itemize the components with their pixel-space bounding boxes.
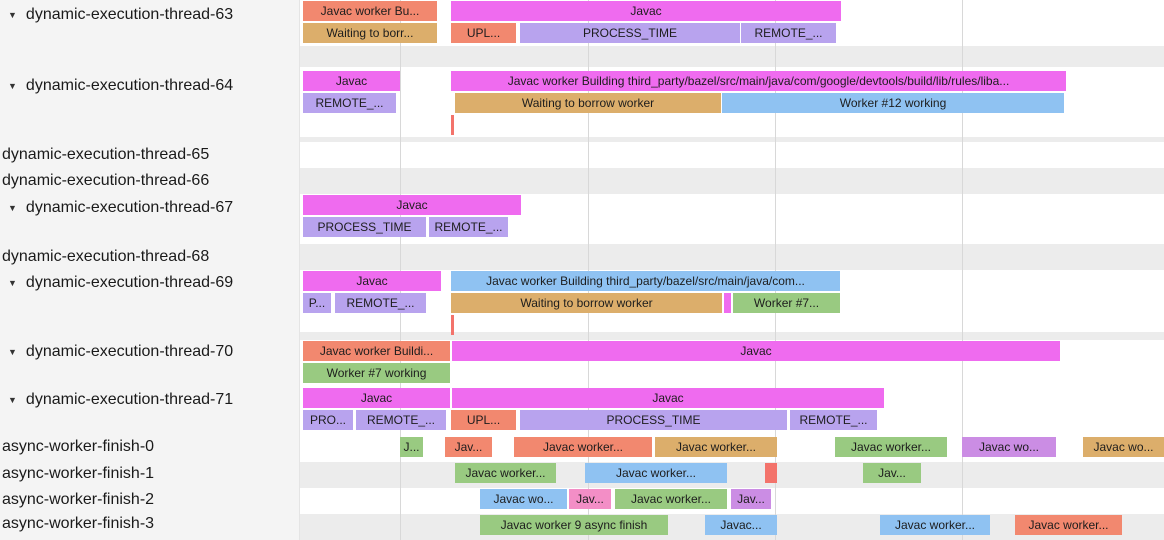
grid-line <box>775 0 776 540</box>
grid-line <box>588 0 589 540</box>
thread-name: dynamic-execution-thread-71 <box>25 391 234 408</box>
thread-name: dynamic-execution-thread-68 <box>2 248 210 265</box>
thread-row-label[interactable]: dynamic-execution-thread-65 <box>0 145 209 165</box>
thread-row-label[interactable]: dynamic-execution-thread-68 <box>0 247 209 267</box>
thread-name: dynamic-execution-thread-63 <box>25 6 234 23</box>
thread-name: async-worker-finish-0 <box>2 438 155 455</box>
thread-row-label[interactable]: ▼ dynamic-execution-thread-71 <box>0 390 233 410</box>
collapse-triangle-icon[interactable]: ▼ <box>8 81 17 91</box>
thread-name: async-worker-finish-1 <box>2 465 155 482</box>
row-stripe <box>300 142 1164 168</box>
thread-name: dynamic-execution-thread-66 <box>2 172 210 189</box>
thread-list-panel <box>0 0 300 540</box>
grid-line <box>962 0 963 540</box>
thread-row-label[interactable]: dynamic-execution-thread-66 <box>0 171 209 191</box>
thread-name: dynamic-execution-thread-67 <box>25 199 234 216</box>
collapse-triangle-icon[interactable]: ▼ <box>8 10 17 20</box>
row-stripe <box>300 462 1164 488</box>
row-separator-band <box>300 46 1164 67</box>
thread-row-label[interactable]: ▼ dynamic-execution-thread-69 <box>0 273 233 293</box>
thread-name: dynamic-execution-thread-64 <box>25 77 234 94</box>
row-stripe <box>300 244 1164 270</box>
collapse-triangle-icon[interactable]: ▼ <box>8 395 17 405</box>
row-stripe <box>300 168 1164 194</box>
collapse-triangle-icon[interactable]: ▼ <box>8 347 17 357</box>
thread-row-label[interactable]: async-worker-finish-0 <box>0 437 154 457</box>
thread-row-label[interactable]: ▼ dynamic-execution-thread-70 <box>0 342 233 362</box>
thread-name: async-worker-finish-2 <box>2 491 155 508</box>
thread-name: dynamic-execution-thread-70 <box>25 343 234 360</box>
thread-name: dynamic-execution-thread-69 <box>25 274 234 291</box>
trace-event-tick[interactable] <box>451 115 454 135</box>
thread-row-label[interactable]: async-worker-finish-2 <box>0 490 154 510</box>
thread-row-label[interactable]: async-worker-finish-3 <box>0 514 154 534</box>
row-separator-band <box>300 137 1164 142</box>
collapse-triangle-icon[interactable]: ▼ <box>8 278 17 288</box>
trace-event-tick[interactable] <box>451 315 454 335</box>
row-separator-band <box>300 332 1164 340</box>
thread-name: dynamic-execution-thread-65 <box>2 146 210 163</box>
trace-event-bar[interactable] <box>765 463 777 483</box>
thread-row-label[interactable]: ▼ dynamic-execution-thread-67 <box>0 198 233 218</box>
thread-row-label[interactable]: ▼ dynamic-execution-thread-63 <box>0 5 233 25</box>
trace-event-bar[interactable] <box>724 293 731 313</box>
thread-row-label[interactable]: ▼ dynamic-execution-thread-64 <box>0 76 233 96</box>
thread-row-label[interactable]: async-worker-finish-1 <box>0 464 154 484</box>
grid-line <box>400 0 401 540</box>
collapse-triangle-icon[interactable]: ▼ <box>8 203 17 213</box>
thread-name: async-worker-finish-3 <box>2 515 155 532</box>
